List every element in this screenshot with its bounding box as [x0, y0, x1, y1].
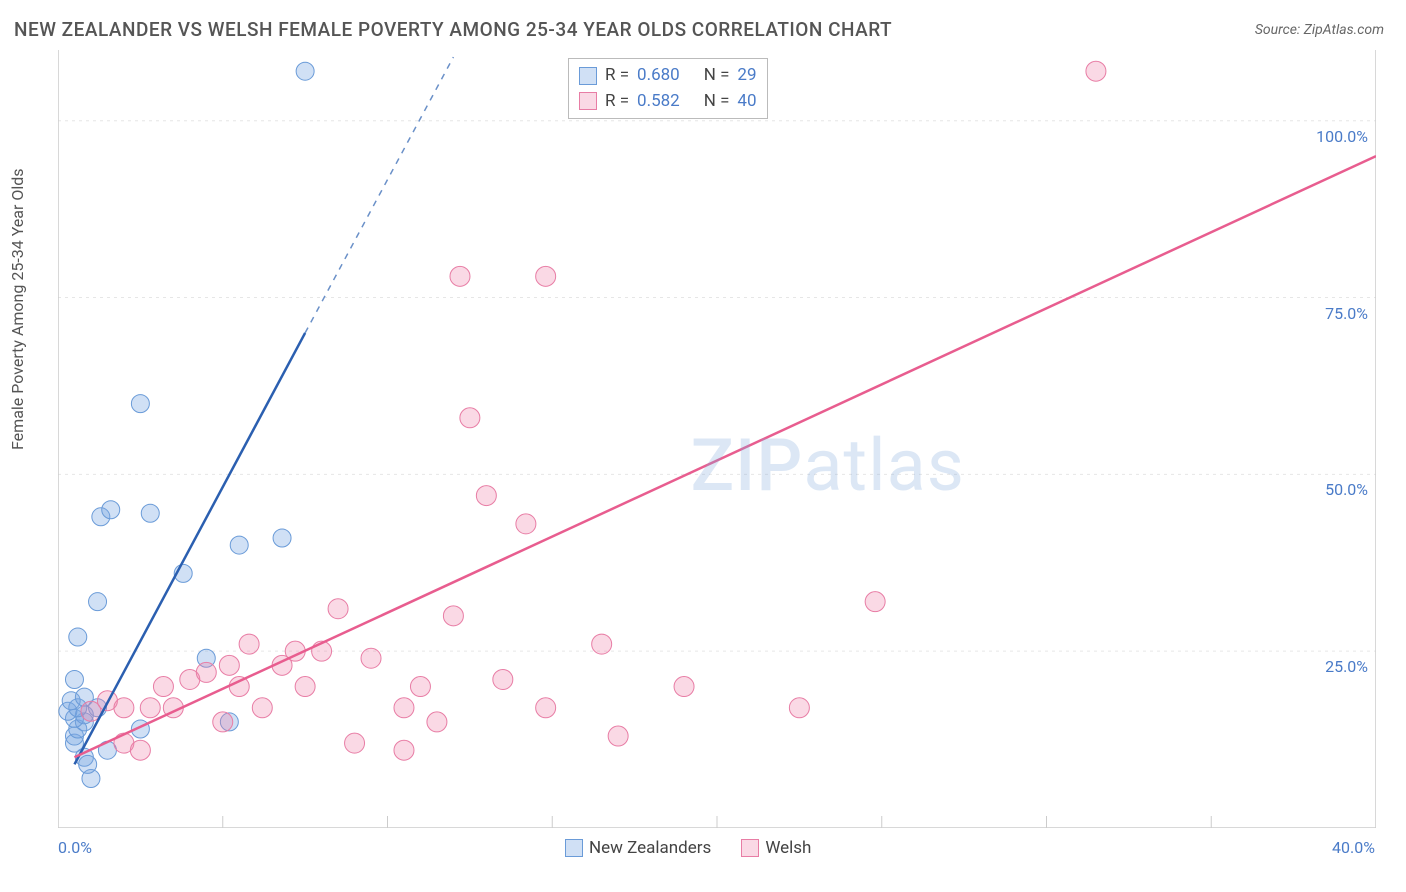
correlation-stats-box: R = 0.680 N = 29 R = 0.582 N = 40	[568, 58, 768, 119]
legend-label: New Zealanders	[589, 838, 711, 858]
source-attribution: Source: ZipAtlas.com	[1255, 22, 1384, 38]
source-label: Source:	[1255, 22, 1300, 38]
x-tick-label: 40.0%	[1332, 838, 1375, 857]
legend-item: Welsh	[741, 838, 811, 858]
stat-r-value: 0.680	[637, 63, 680, 89]
series-swatch	[579, 67, 597, 85]
y-tick-label: 25.0%	[1325, 657, 1368, 676]
stat-n-label: N =	[704, 63, 730, 89]
y-tick-label: 100.0%	[1316, 127, 1368, 146]
stat-n-label: N =	[704, 89, 730, 115]
scatter-plot	[58, 50, 1376, 828]
stats-row: R = 0.582 N = 40	[579, 89, 757, 115]
legend-swatch	[741, 839, 759, 857]
y-tick-label: 50.0%	[1325, 480, 1368, 499]
stat-r-value: 0.582	[637, 89, 680, 115]
stat-n-value: 40	[737, 89, 756, 115]
series-swatch	[579, 92, 597, 110]
legend-swatch	[565, 839, 583, 857]
stats-row: R = 0.680 N = 29	[579, 63, 757, 89]
x-tick-label: 0.0%	[58, 838, 92, 857]
chart-title: NEW ZEALANDER VS WELSH FEMALE POVERTY AM…	[14, 18, 892, 41]
legend-label: Welsh	[765, 838, 811, 858]
stat-r-label: R =	[605, 89, 629, 115]
source-value: ZipAtlas.com	[1304, 22, 1384, 38]
y-axis-label: Female Poverty Among 25-34 Year Olds	[8, 168, 27, 450]
stat-r-label: R =	[605, 63, 629, 89]
y-tick-label: 75.0%	[1325, 304, 1368, 323]
stat-n-value: 29	[737, 63, 756, 89]
legend-item: New Zealanders	[565, 838, 711, 858]
series-legend: New Zealanders Welsh	[565, 838, 811, 858]
